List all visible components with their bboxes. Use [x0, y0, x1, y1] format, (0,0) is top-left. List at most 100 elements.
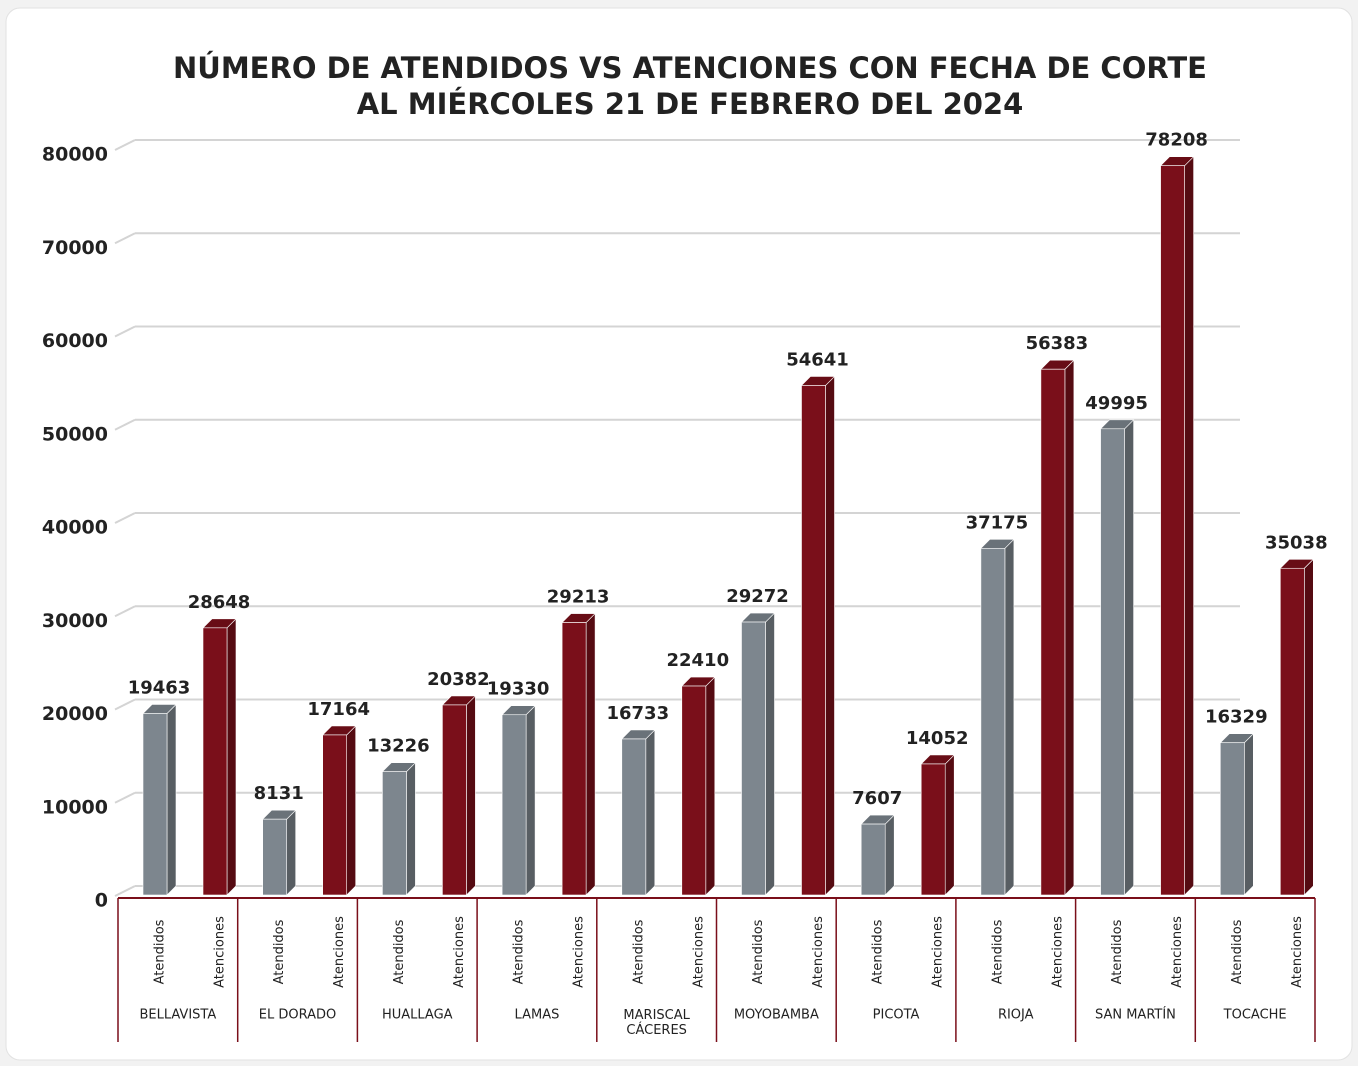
- bar: [202, 618, 237, 896]
- series-label: Atendidos: [631, 919, 646, 984]
- bar: [1159, 155, 1195, 896]
- series-label: Atendidos: [512, 919, 527, 984]
- x-tick-label: HUALLAGA: [382, 1008, 453, 1023]
- x-tick-label: TOCACHE: [1223, 1008, 1287, 1023]
- grid-line: [114, 232, 136, 245]
- bar-face: [825, 375, 835, 896]
- bar-face: [585, 612, 596, 896]
- bar-face: [346, 725, 357, 896]
- data-label: 29213: [547, 587, 610, 608]
- bar-face: [920, 763, 946, 896]
- bar-face: [466, 695, 476, 896]
- data-label: 16733: [606, 703, 669, 724]
- bar: [561, 612, 596, 896]
- bar: [321, 725, 357, 896]
- bar-face: [1124, 419, 1134, 896]
- bar-face: [765, 612, 775, 896]
- x-tick-label: PICOTA: [873, 1008, 920, 1023]
- data-label: 49995: [1085, 393, 1148, 414]
- series-label: Atendidos: [751, 919, 766, 984]
- bar-face: [801, 385, 826, 896]
- bar-face: [322, 734, 348, 896]
- series-label: Atenciones: [332, 916, 347, 988]
- y-tick-label: 10000: [42, 796, 108, 818]
- y-tick-label: 40000: [42, 517, 108, 539]
- bar-face: [1100, 428, 1125, 896]
- data-label: 8131: [254, 783, 304, 804]
- bar: [1099, 419, 1135, 896]
- x-tick-label: MARISCAL CÁCERES: [623, 1008, 690, 1038]
- grid-line: [114, 418, 136, 431]
- bar: [441, 695, 477, 896]
- bar-face: [860, 823, 886, 896]
- bar-face: [226, 618, 237, 896]
- data-label: 37175: [966, 512, 1029, 533]
- bar: [681, 676, 716, 896]
- bar-face: [1304, 558, 1314, 896]
- series-label: Atenciones: [811, 916, 826, 988]
- series-label: Atenciones: [691, 916, 706, 988]
- bar: [1279, 558, 1315, 896]
- bar-face: [382, 771, 407, 896]
- y-tick-label: 60000: [42, 330, 108, 352]
- bar-face: [1160, 165, 1185, 896]
- x-tick-label: SAN MARTÍN: [1095, 1007, 1176, 1023]
- data-label: 7607: [852, 788, 902, 809]
- data-label: 16329: [1205, 707, 1268, 728]
- bar: [1040, 359, 1075, 896]
- series-label: Atendidos: [1110, 919, 1125, 984]
- series-label: Atenciones: [213, 916, 228, 988]
- bar-face: [621, 738, 647, 896]
- bar: [621, 729, 656, 896]
- bar-face: [1244, 733, 1254, 896]
- x-tick-label: BELLAVISTA: [139, 1008, 216, 1023]
- data-label: 29272: [726, 586, 789, 607]
- bar: [1219, 733, 1255, 896]
- chart-background: [5, 7, 1353, 1061]
- data-label: 14052: [906, 728, 969, 749]
- bar-face: [525, 705, 536, 896]
- y-tick-label: 30000: [42, 610, 108, 632]
- bar-face: [202, 627, 228, 896]
- chart-title: NÚMERO DE ATENDIDOS VS ATENCIONES CON FE…: [173, 51, 1207, 85]
- x-tick-label: MOYOBAMBA: [734, 1008, 819, 1023]
- series-label: Atenciones: [572, 916, 587, 988]
- bar-face: [1004, 538, 1015, 896]
- grid-line: [114, 512, 136, 524]
- series-label: Atenciones: [452, 916, 467, 988]
- bar-face: [1064, 359, 1075, 896]
- series-label: Atendidos: [1230, 919, 1245, 984]
- bar: [860, 814, 895, 896]
- bar: [980, 538, 1015, 896]
- bar-face: [1184, 155, 1194, 896]
- data-label: 56383: [1026, 333, 1089, 354]
- data-label: 78208: [1145, 130, 1208, 151]
- x-tick-label: EL DORADO: [259, 1008, 336, 1023]
- bar-face: [1280, 567, 1305, 896]
- bar: [800, 375, 836, 896]
- series-label: Atenciones: [1050, 916, 1065, 988]
- series-label: Atenciones: [1170, 916, 1185, 988]
- y-tick-label: 20000: [42, 703, 108, 725]
- bar-face: [406, 761, 416, 896]
- bar: [920, 754, 955, 896]
- x-tick-label: RIOJA: [998, 1008, 1034, 1023]
- bar: [740, 612, 776, 896]
- y-tick-label: 70000: [42, 237, 108, 259]
- bar: [501, 705, 536, 896]
- grid-line: [114, 605, 136, 618]
- bar-face: [980, 548, 1006, 896]
- data-label: 35038: [1265, 532, 1328, 553]
- series-label: Atendidos: [392, 919, 407, 984]
- data-label: 17164: [307, 699, 370, 720]
- data-label: 19330: [487, 679, 550, 700]
- data-label: 13226: [367, 736, 430, 757]
- grid-line: [114, 698, 136, 711]
- bar-face: [166, 703, 177, 896]
- bar-face: [262, 818, 288, 896]
- grid-line: [114, 885, 136, 897]
- bar-face: [142, 713, 168, 896]
- series-label: Atendidos: [272, 919, 287, 984]
- bar: [381, 761, 417, 896]
- series-label: Atendidos: [153, 919, 168, 984]
